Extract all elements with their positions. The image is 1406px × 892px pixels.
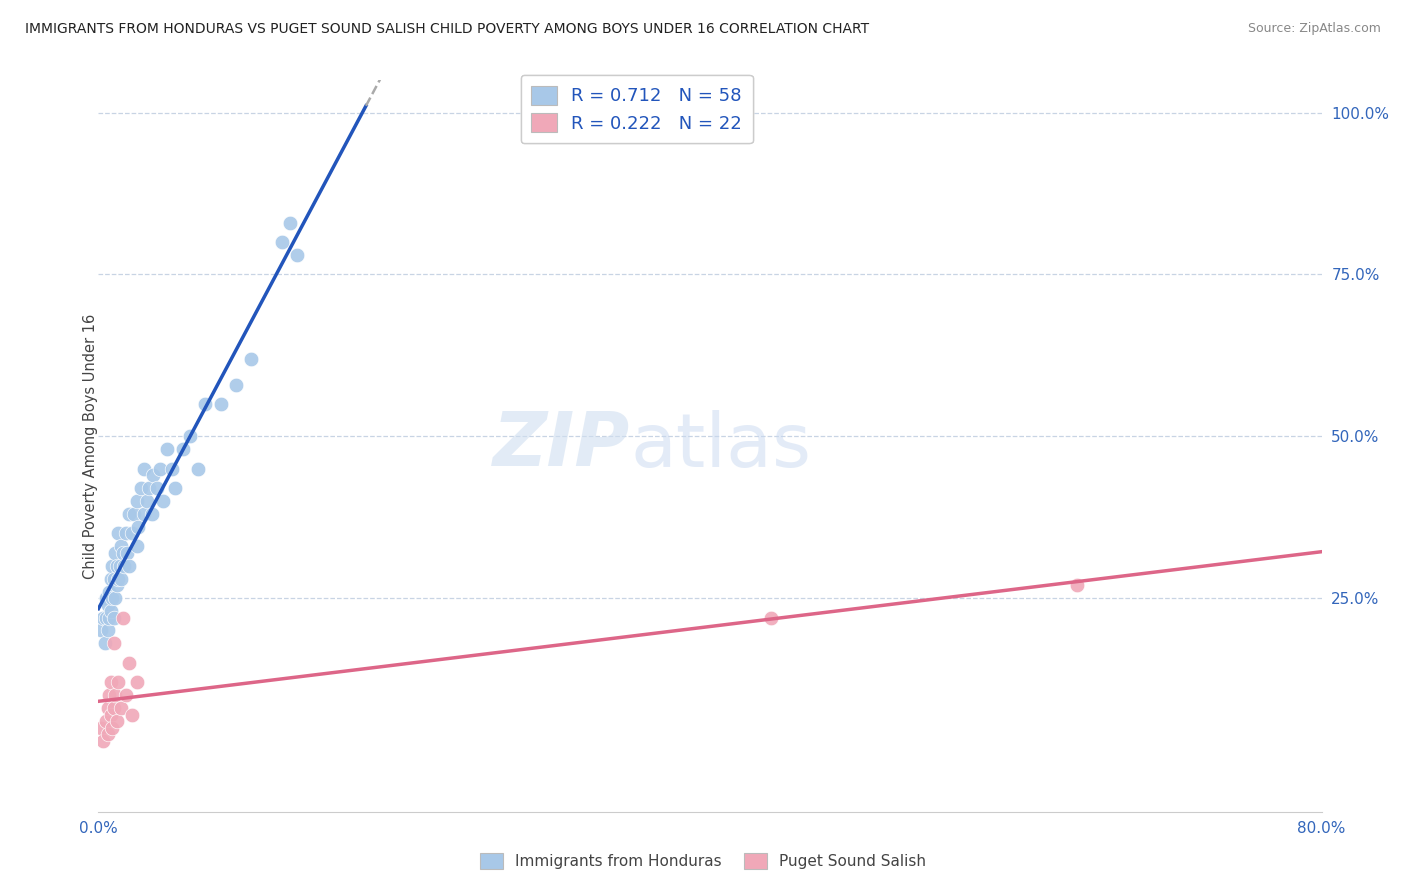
- Point: [160, 461, 183, 475]
- Point: [112, 558, 135, 573]
- Point: [91, 610, 114, 624]
- Point: [100, 604, 122, 618]
- Point: [122, 507, 145, 521]
- Point: [129, 481, 152, 495]
- Point: [125, 494, 148, 508]
- Point: [141, 507, 163, 521]
- Point: [134, 461, 156, 475]
- Point: [149, 461, 172, 475]
- Point: [110, 539, 132, 553]
- Point: [103, 610, 125, 624]
- Point: [107, 526, 129, 541]
- Point: [105, 558, 128, 573]
- Point: [105, 578, 128, 592]
- Point: [100, 572, 122, 586]
- Legend: Immigrants from Honduras, Puget Sound Salish: Immigrants from Honduras, Puget Sound Sa…: [474, 847, 932, 875]
- Point: [90, 624, 112, 638]
- Point: [98, 610, 121, 624]
- Point: [103, 572, 125, 586]
- Point: [278, 216, 301, 230]
- Point: [118, 507, 141, 521]
- Point: [118, 558, 141, 573]
- Point: [104, 591, 127, 606]
- Text: IMMIGRANTS FROM HONDURAS VS PUGET SOUND SALISH CHILD POVERTY AMONG BOYS UNDER 16: IMMIGRANTS FROM HONDURAS VS PUGET SOUND …: [25, 22, 869, 37]
- Point: [118, 656, 141, 670]
- Point: [91, 733, 114, 747]
- Point: [107, 572, 129, 586]
- Point: [285, 248, 308, 262]
- Point: [145, 481, 167, 495]
- Point: [97, 624, 120, 638]
- Point: [270, 235, 292, 249]
- Point: [142, 468, 165, 483]
- Point: [110, 701, 132, 715]
- Point: [121, 707, 143, 722]
- Point: [94, 714, 117, 728]
- Point: [115, 688, 138, 702]
- Point: [103, 636, 125, 650]
- Point: [98, 688, 121, 702]
- Point: [136, 494, 159, 508]
- Point: [108, 558, 131, 573]
- Point: [97, 727, 120, 741]
- Point: [759, 610, 782, 624]
- Point: [94, 591, 117, 606]
- Point: [98, 584, 121, 599]
- Point: [125, 539, 148, 553]
- Point: [240, 351, 263, 366]
- Point: [179, 429, 201, 443]
- Point: [104, 688, 127, 702]
- Point: [97, 701, 120, 715]
- Point: [101, 558, 124, 573]
- Point: [101, 591, 124, 606]
- Point: [97, 598, 120, 612]
- Point: [115, 526, 138, 541]
- Legend: R = 0.712   N = 58, R = 0.222   N = 22: R = 0.712 N = 58, R = 0.222 N = 22: [520, 75, 752, 144]
- Point: [125, 675, 148, 690]
- Point: [163, 481, 186, 495]
- Point: [209, 397, 232, 411]
- Point: [138, 481, 160, 495]
- Point: [187, 461, 209, 475]
- Text: Source: ZipAtlas.com: Source: ZipAtlas.com: [1247, 22, 1381, 36]
- Point: [127, 520, 149, 534]
- Point: [103, 701, 125, 715]
- Point: [105, 714, 128, 728]
- Point: [1066, 578, 1088, 592]
- Point: [152, 494, 174, 508]
- Point: [225, 377, 247, 392]
- Point: [93, 636, 115, 650]
- Point: [121, 526, 143, 541]
- Point: [194, 397, 217, 411]
- Point: [101, 721, 124, 735]
- Point: [94, 610, 117, 624]
- Text: ZIP: ZIP: [494, 409, 630, 483]
- Point: [90, 721, 112, 735]
- Point: [134, 507, 156, 521]
- Point: [111, 610, 134, 624]
- Point: [104, 546, 127, 560]
- Y-axis label: Child Poverty Among Boys Under 16: Child Poverty Among Boys Under 16: [83, 313, 97, 579]
- Text: atlas: atlas: [630, 409, 811, 483]
- Point: [156, 442, 179, 457]
- Point: [110, 572, 132, 586]
- Point: [111, 546, 134, 560]
- Point: [172, 442, 194, 457]
- Point: [100, 707, 122, 722]
- Point: [107, 675, 129, 690]
- Point: [100, 675, 122, 690]
- Point: [117, 546, 139, 560]
